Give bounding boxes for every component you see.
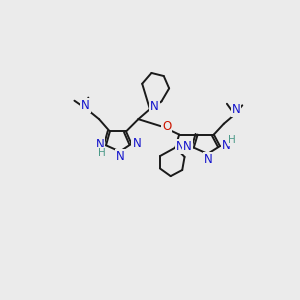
- Text: N: N: [222, 139, 230, 152]
- Text: O: O: [162, 120, 172, 133]
- Text: N: N: [150, 100, 159, 113]
- Text: N: N: [132, 137, 141, 150]
- Text: H: H: [98, 148, 106, 158]
- Text: N: N: [81, 99, 90, 112]
- Text: N: N: [183, 140, 192, 153]
- Text: N: N: [95, 138, 104, 151]
- Text: N: N: [204, 153, 213, 166]
- Text: H: H: [228, 135, 236, 145]
- Text: N: N: [116, 150, 125, 164]
- Text: N: N: [232, 103, 241, 116]
- Text: N: N: [176, 140, 185, 153]
